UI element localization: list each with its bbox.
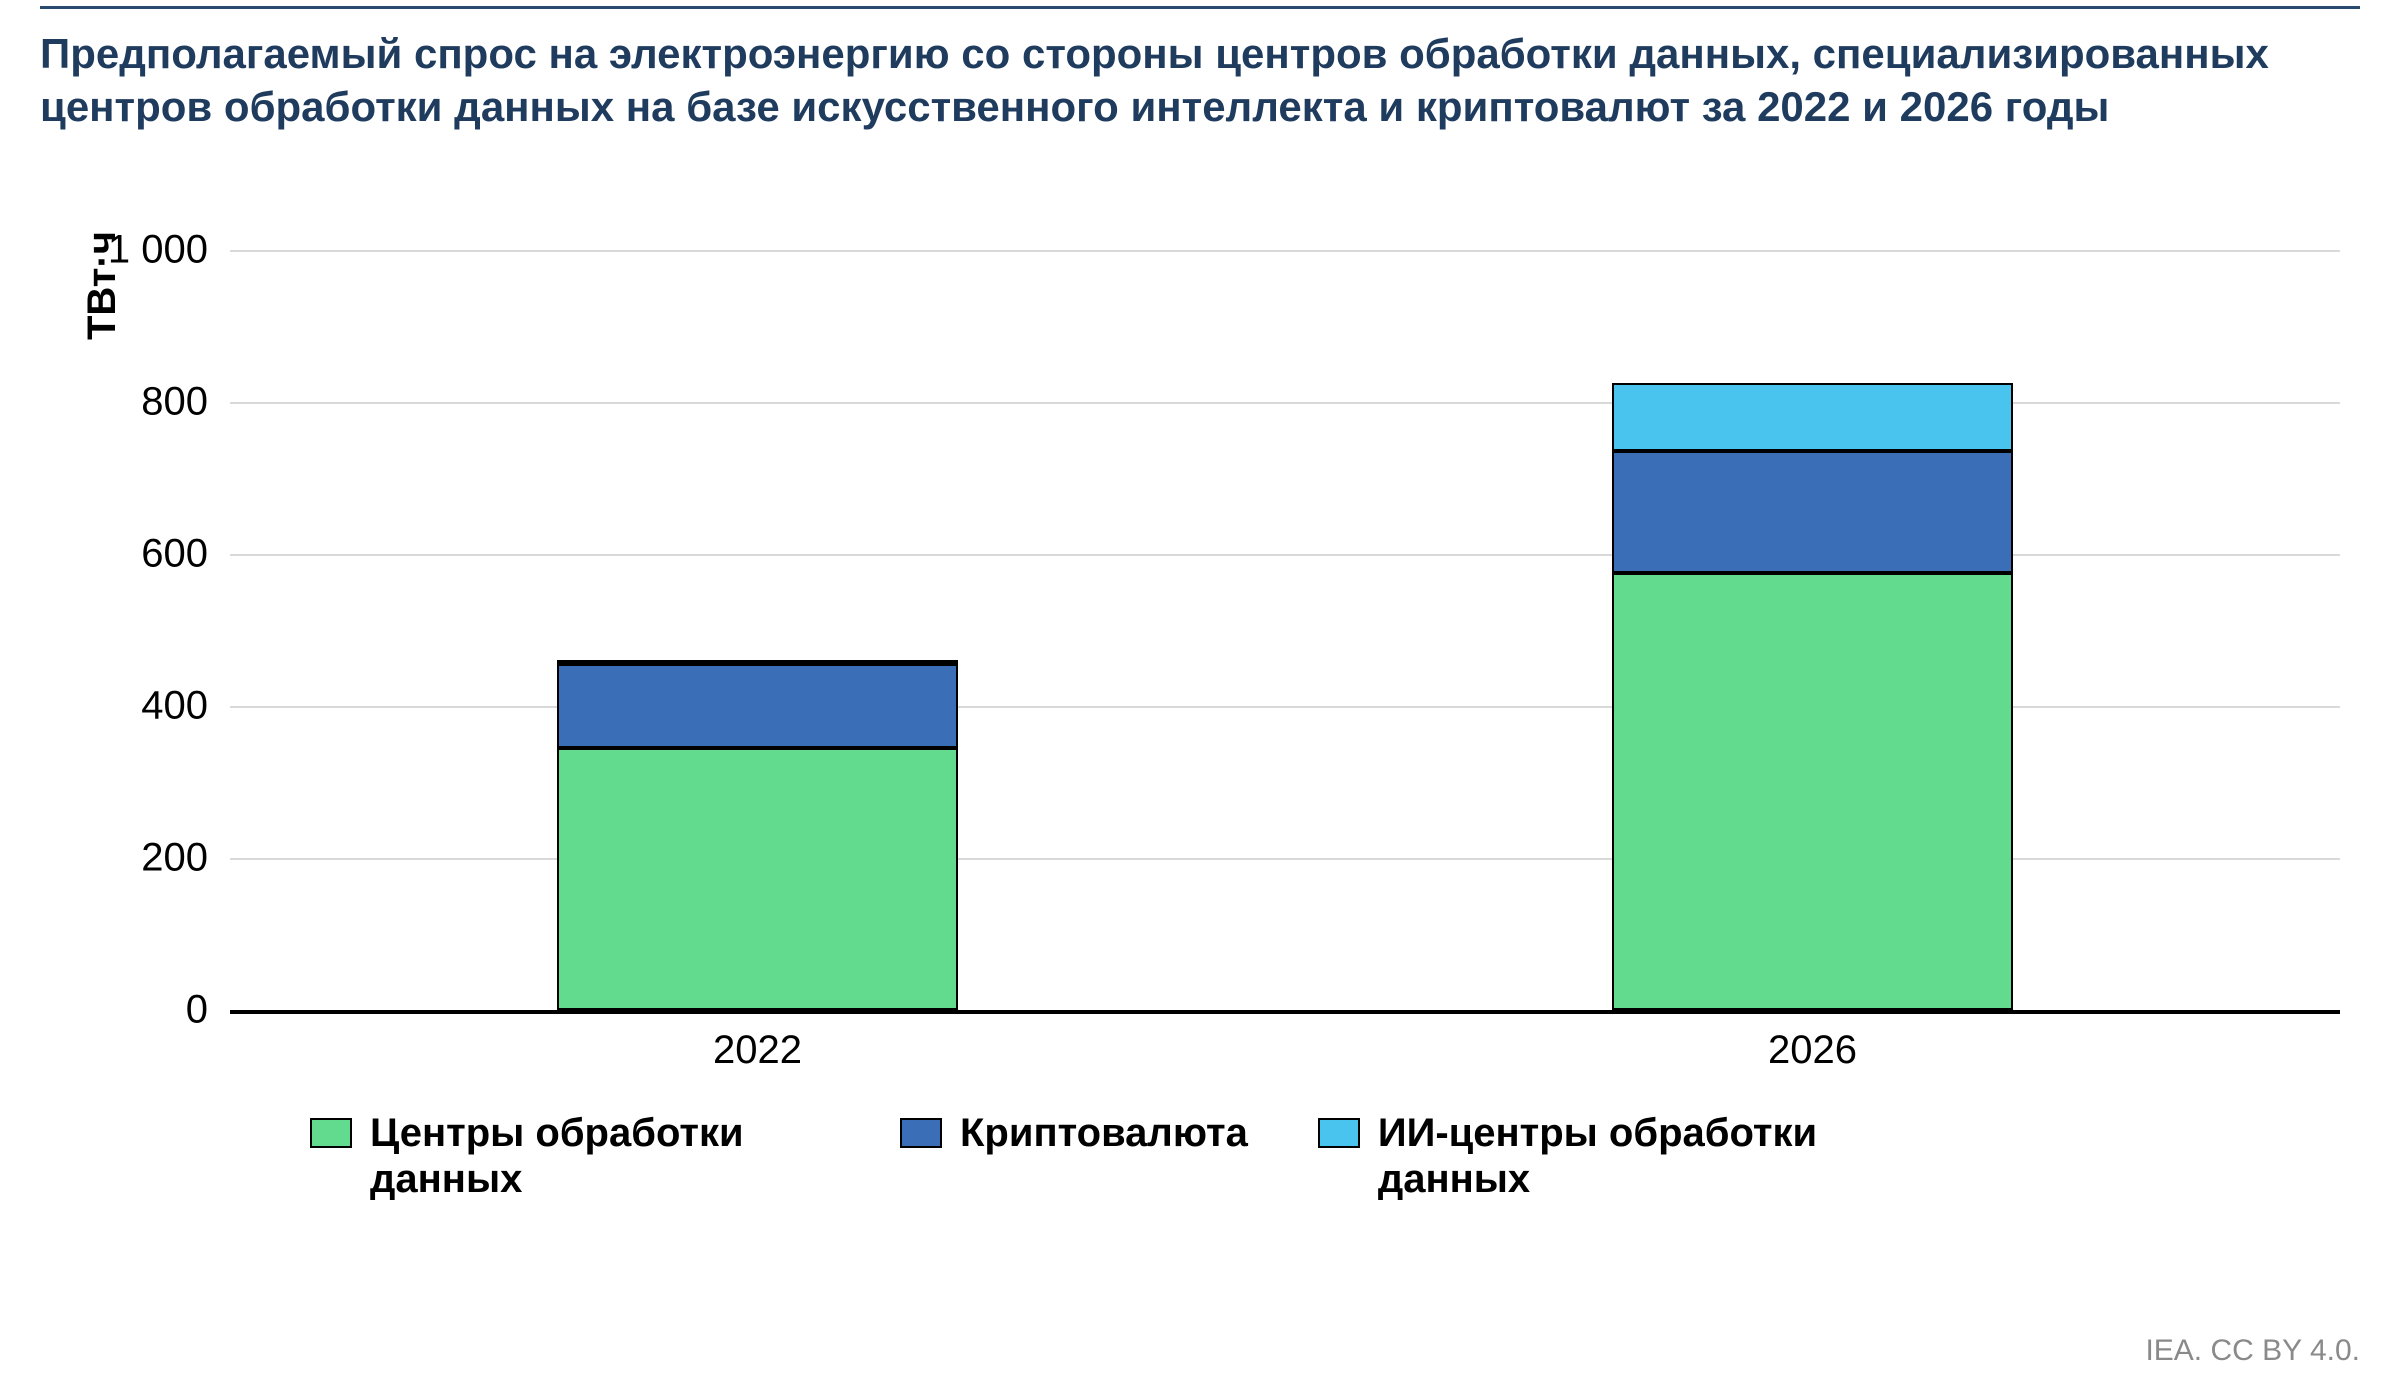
- bar-group: [1612, 250, 2013, 1010]
- gridline: [230, 858, 2340, 860]
- gridline: [230, 554, 2340, 556]
- y-tick-label: 1 000: [108, 228, 230, 273]
- legend-item-ai: ИИ-центры обработки данных: [1318, 1110, 1838, 1202]
- bar-segment-crypto: [1612, 451, 2013, 573]
- bar-segment-ai: [1612, 383, 2013, 451]
- bar-segment-dc: [557, 748, 958, 1010]
- y-tick-label: 600: [141, 532, 230, 577]
- legend-swatch: [900, 1118, 942, 1148]
- bar-segment-crypto: [557, 664, 958, 748]
- legend-label: Криптовалюта: [960, 1110, 1248, 1156]
- bar-group: [557, 250, 958, 1010]
- legend: Центры обработки данных Криптовалюта ИИ-це…: [310, 1110, 1838, 1202]
- bar-segment-dc: [1612, 573, 2013, 1010]
- legend-swatch: [1318, 1118, 1360, 1148]
- y-tick-label: 200: [141, 836, 230, 881]
- gridline: [230, 706, 2340, 708]
- legend-label: ИИ-центры обработки данных: [1378, 1110, 1838, 1202]
- x-category-label: 2026: [1285, 1028, 2340, 1073]
- y-tick-label: 400: [141, 684, 230, 729]
- legend-item-dc: Центры обработки данных: [310, 1110, 830, 1202]
- y-tick-label: 800: [141, 380, 230, 425]
- legend-item-crypto: Криптовалюта: [900, 1110, 1248, 1156]
- bar-segment-ai: [557, 660, 958, 664]
- x-category-label: 2022: [230, 1028, 1285, 1073]
- top-rule: [40, 6, 2360, 9]
- attribution: IEA. CC BY 4.0.: [2145, 1334, 2360, 1368]
- chart-title: Предполагаемый спрос на электроэнергию с…: [40, 28, 2360, 133]
- y-tick-label: 0: [186, 988, 230, 1033]
- x-axis: [230, 1010, 2340, 1014]
- plot-area: 0 200 400 600 8001 00020222026: [230, 250, 2340, 1010]
- gridline: [230, 250, 2340, 252]
- chart-area: 0 200 400 600 8001 00020222026: [230, 250, 2340, 1010]
- legend-label: Центры обработки данных: [370, 1110, 830, 1202]
- gridline: [230, 402, 2340, 404]
- y-axis-label: ТВт·ч: [80, 231, 125, 340]
- legend-swatch: [310, 1118, 352, 1148]
